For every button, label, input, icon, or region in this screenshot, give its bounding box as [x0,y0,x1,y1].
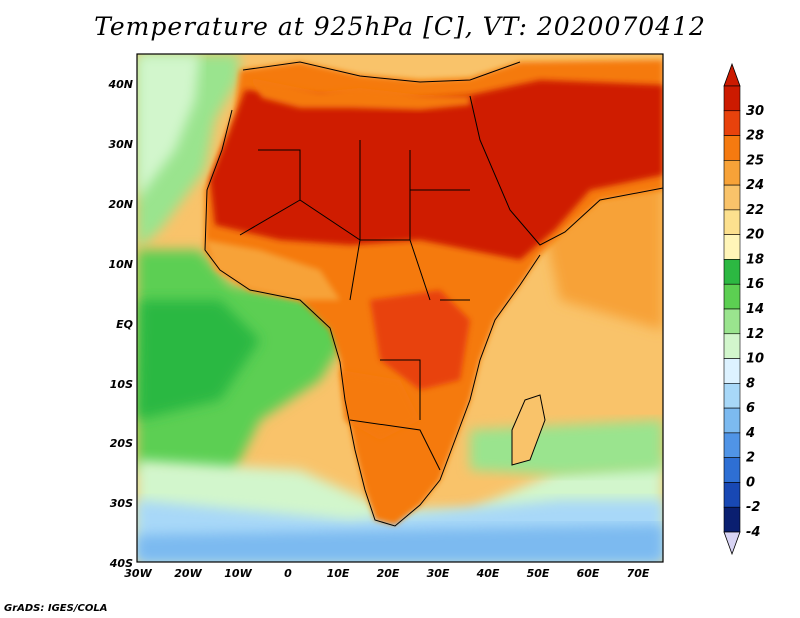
lat-label-10n: 10N [108,258,133,271]
colorbar-swatch [723,407,741,434]
colorbar-swatch [723,160,741,186]
colorbar-label: 8 [746,376,755,391]
lat-label-20n: 20N [108,198,133,211]
colorbar-label: 16 [746,277,764,292]
colorbar-label: 10 [746,352,764,367]
colorbar-label: 30 [746,104,764,119]
lon-label-30e: 30E [427,567,450,580]
colorbar-label: 0 [746,475,755,490]
colorbar-label: 24 [746,178,764,193]
colorbar-swatch [723,209,741,235]
colorbar-swatch [723,506,741,533]
colorbar-swatch [723,234,741,260]
colorbar-bottom-arrow [723,531,741,556]
lon-label-10w: 10W [224,567,252,580]
colorbar-label: 12 [746,327,764,342]
colorbar-label: 2 [746,451,755,466]
lon-label-30w: 30W [124,567,152,580]
colorbar-swatch [723,110,741,136]
lat-label-30n: 30N [108,138,133,151]
colorbar-swatch [723,184,741,211]
lon-label-20e: 20E [377,567,400,580]
lat-label-40n: 40N [107,78,133,91]
colorbar-swatch [723,432,741,458]
lat-label-30s: 30S [110,497,133,510]
colorbar-swatch [723,283,741,310]
lon-label-40e: 40E [476,567,500,580]
colorbar-label: 14 [746,302,764,317]
colorbar-label: 18 [746,252,764,267]
lon-label-20w: 20W [174,567,202,580]
lat-label-20s: 20S [110,437,133,450]
colorbar-swatch [723,259,741,285]
colorbar-swatch [723,308,741,335]
colorbar-swatch [723,482,741,508]
colorbar-swatch [723,358,741,384]
colorbar-swatch [723,457,741,483]
coastlines [204,61,664,527]
lon-label-50e: 50E [527,567,550,580]
colorbar-label: -4 [746,525,760,540]
temperature-field [137,54,663,562]
lat-label-40s: 40S [109,557,133,570]
colorbar-swatch [723,85,741,112]
colorbar-label: 25 [746,153,764,168]
colorbar-swatch [723,383,741,409]
lon-label-70e: 70E [627,567,650,580]
lon-label-0: 0 [284,567,292,580]
colorbar-label: 20 [746,228,764,243]
lon-label-60e: 60E [577,567,600,580]
lon-label-10e: 10E [327,567,350,580]
colorbar-swatch [723,135,741,161]
lat-label-eq: EQ [116,318,133,331]
plot-frame [136,53,664,563]
colorbar-label: 6 [746,401,755,416]
colorbar-top-arrow [723,62,741,87]
colorbar-label: 28 [746,129,764,144]
colorbar-swatch [723,333,741,359]
credit-text: GrADS: IGES/COLA [4,603,108,614]
colorbar-label: 22 [746,203,764,218]
map-title: Temperature at 925hPa [C], VT: 202007041… [94,12,706,41]
colorbar-label: -2 [746,500,760,515]
colorbar-label: 4 [745,426,755,441]
lat-label-10s: 10S [110,378,133,391]
